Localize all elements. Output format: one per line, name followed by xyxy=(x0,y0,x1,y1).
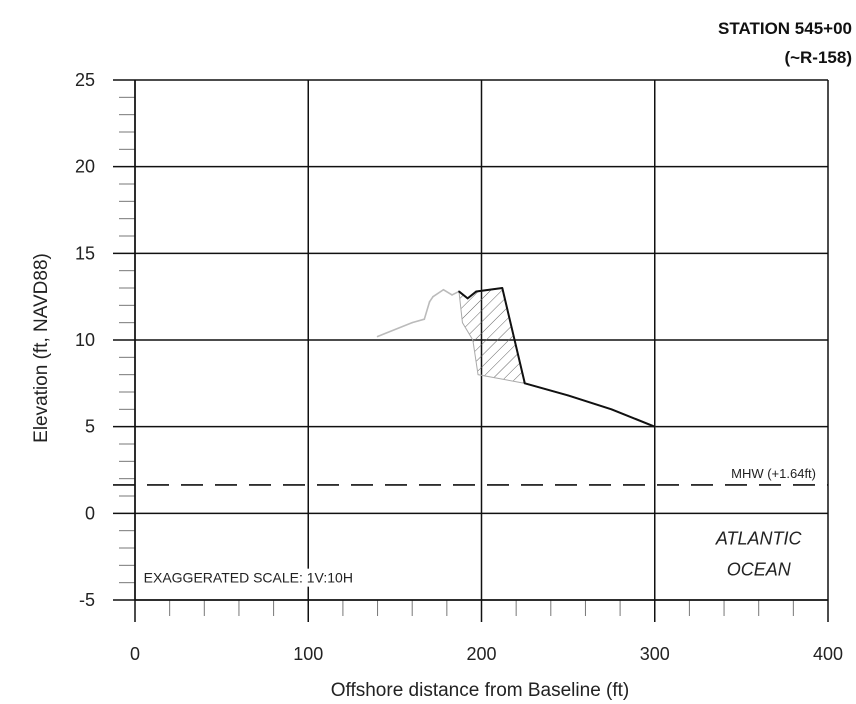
x-tick-label: 0 xyxy=(130,644,140,664)
profile-point xyxy=(451,294,453,296)
y-tick-label: 0 xyxy=(85,503,95,523)
y-tick-label: 10 xyxy=(75,330,95,350)
profile-series xyxy=(376,287,656,428)
profile-point xyxy=(475,290,478,293)
profile-point xyxy=(442,288,445,291)
y-tick-label: 5 xyxy=(85,417,95,437)
profile-point xyxy=(501,287,504,289)
x-axis-title: Offshore distance from Baseline (ft) xyxy=(331,680,630,701)
y-axis-title: Elevation (ft, NAVD88) xyxy=(31,253,52,443)
scale-note: EXAGGERATED SCALE: 1V:10H xyxy=(144,570,353,586)
profile-point xyxy=(432,295,434,298)
profile-point xyxy=(411,321,414,324)
hatched-fill-region xyxy=(458,287,526,384)
x-tick-label: 200 xyxy=(466,644,496,664)
profile-point xyxy=(466,297,469,300)
profile-point xyxy=(653,425,656,428)
hatched-area xyxy=(458,287,526,384)
profile-point xyxy=(376,335,379,338)
minor-ticks xyxy=(119,96,794,616)
profile-point xyxy=(423,318,426,321)
y-tick-label: 15 xyxy=(75,243,95,263)
annotations: ATLANTIC OCEAN EXAGGERATED SCALE: 1V:10H xyxy=(141,529,803,587)
scale-note-background xyxy=(141,568,355,587)
mhw-reference-line: MHW (+1.64ft) xyxy=(113,466,828,486)
station-label: STATION 545+00 (~R-158) xyxy=(718,14,852,72)
profile-line-2 xyxy=(458,287,656,428)
profile-point xyxy=(524,382,526,385)
axes xyxy=(134,80,828,601)
mhw-label: MHW (+1.64ft) xyxy=(731,466,816,481)
tick-labels: -5 0 5 10 15 20 25 0 100 200 300 400 xyxy=(75,70,843,664)
y-tick-label: 20 xyxy=(75,157,95,177)
profile-point xyxy=(428,301,431,303)
x-tick-label: 100 xyxy=(293,644,323,664)
profile-point xyxy=(458,290,460,293)
y-tick-label: -5 xyxy=(79,590,95,610)
x-tick-label: 400 xyxy=(813,644,843,664)
profile-point xyxy=(567,394,569,397)
station-reference: (~R-158) xyxy=(784,48,852,67)
ocean-label: OCEAN xyxy=(727,560,792,580)
y-tick-label: 25 xyxy=(75,70,95,90)
x-tick-label: 300 xyxy=(640,644,670,664)
profile-point xyxy=(610,408,613,411)
station-number: STATION 545+00 xyxy=(717,19,852,38)
ocean-label: ATLANTIC xyxy=(715,529,803,549)
